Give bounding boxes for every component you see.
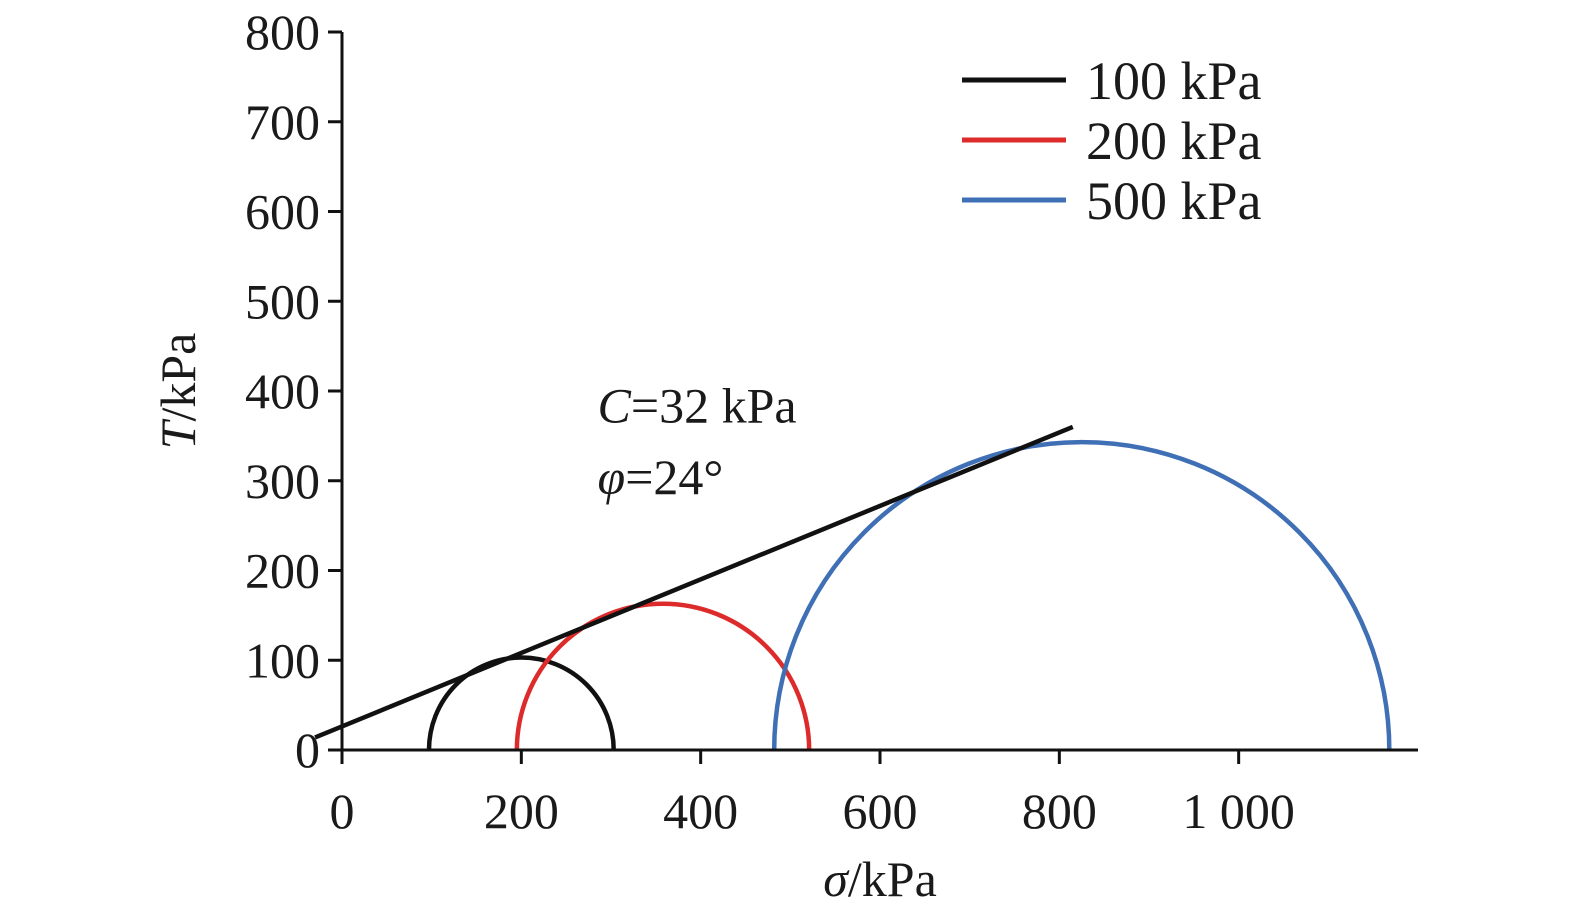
y-ticks: 0 100 200 300 400 500 600 700 800 [245, 4, 342, 778]
legend-label: 500 kPa [1086, 171, 1262, 231]
legend-label: 200 kPa [1086, 111, 1262, 171]
y-tick-label: 700 [245, 94, 320, 150]
mohr-circle-500-kpa [771, 439, 1392, 751]
mohr-circle-200-kpa [514, 601, 812, 751]
y-tick-label: 200 [245, 543, 320, 599]
y-tick-label: 800 [245, 4, 320, 60]
annotations: C=32 kPa φ=24° [598, 377, 797, 505]
y-tick-label: 600 [245, 184, 320, 240]
y-tick-label: 0 [295, 722, 320, 778]
y-axis-label: T/kPa [150, 333, 206, 450]
y-tick-label: 500 [245, 273, 320, 329]
y-tick-label: 100 [245, 632, 320, 688]
x-tick-label: 400 [663, 783, 738, 839]
mohr-circle-100-kpa [426, 655, 616, 751]
y-tick-label: 400 [245, 363, 320, 419]
x-tick-label: 800 [1022, 783, 1097, 839]
legend-label: 100 kPa [1086, 51, 1262, 111]
failure-envelope-line [314, 424, 1074, 740]
cohesion-annotation: C=32 kPa [598, 377, 797, 433]
x-axis-label: σ/kPa [823, 851, 937, 907]
x-tick-label: 200 [484, 783, 559, 839]
y-tick-label: 300 [245, 453, 320, 509]
plot-marks [314, 424, 1392, 751]
x-tick-label: 1 000 [1182, 783, 1295, 839]
x-ticks: 0 200 400 600 800 1 000 [330, 750, 1295, 839]
x-tick-label: 0 [330, 783, 355, 839]
x-tick-label: 600 [843, 783, 918, 839]
friction-angle-annotation: φ=24° [598, 449, 724, 505]
